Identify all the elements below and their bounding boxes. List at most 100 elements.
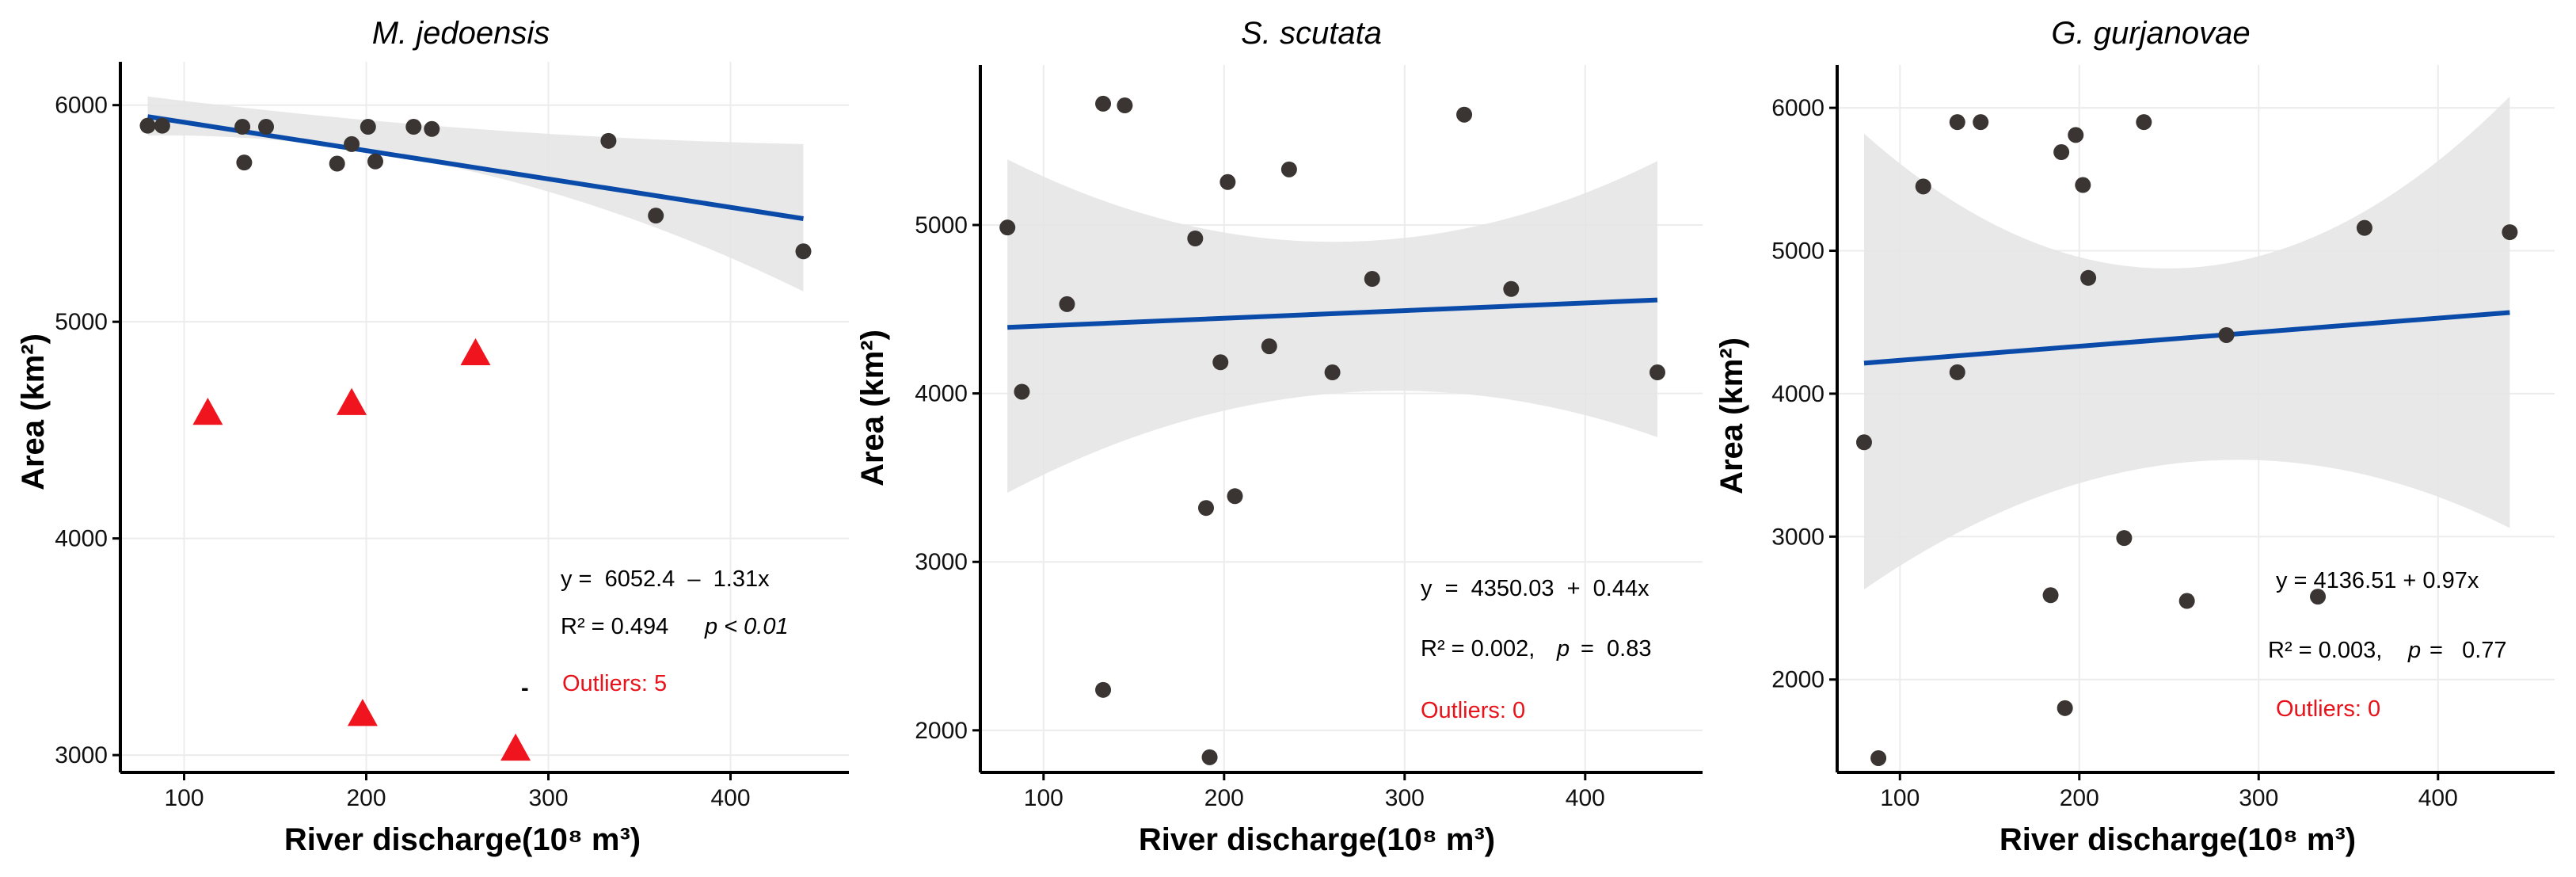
x-axis-title: River discharge(10⁸ m³) <box>284 822 641 857</box>
x-tick-label: 100 <box>1024 785 1064 811</box>
x-tick-label: 200 <box>1204 785 1244 811</box>
fit-line <box>1007 297 1658 330</box>
p-value-symbol: p <box>2407 638 2421 663</box>
data-point <box>1117 97 1133 114</box>
data-point <box>2136 114 2152 131</box>
panel-g-gurjanovae: G. gurjanovae 100 200 300 400 2000 3000 4000 5… <box>1714 16 2555 857</box>
data-point <box>2218 326 2235 343</box>
axes <box>1836 65 2555 774</box>
x-tick-label: 300 <box>1385 785 1425 811</box>
x-axis-title: River discharge(10⁸ m³) <box>2000 822 2356 857</box>
data-points <box>139 117 812 260</box>
p-value-label: = 0.77 <box>2430 638 2507 663</box>
y-tick-label: 6000 <box>1771 95 1825 121</box>
x-tick-label: 200 <box>2060 785 2099 811</box>
x-tick-label: 300 <box>528 785 568 811</box>
fit-line <box>147 114 804 221</box>
data-point <box>1870 749 1887 766</box>
y-axis-title: Area (km²) <box>16 334 51 490</box>
y-tick-label: 2000 <box>915 718 968 744</box>
outlier-point <box>337 387 367 415</box>
data-point <box>1855 434 1872 451</box>
data-point <box>344 135 360 152</box>
data-point <box>1973 114 1989 131</box>
data-point <box>2080 269 2097 286</box>
data-point <box>1220 173 1236 190</box>
y-tick-label: 4000 <box>1771 381 1825 407</box>
data-point <box>1649 364 1665 381</box>
x-tick-label: 300 <box>2239 785 2278 811</box>
confidence-band-area <box>147 96 804 292</box>
x-tick-label: 400 <box>710 785 750 811</box>
data-point <box>329 155 345 172</box>
data-point <box>2057 700 2073 716</box>
data-points <box>999 95 1665 765</box>
outlier-point <box>500 733 531 761</box>
data-point <box>2310 589 2327 605</box>
data-point <box>2075 177 2091 193</box>
y-tick-label: 6000 <box>55 93 108 119</box>
data-point <box>1059 296 1075 312</box>
data-point <box>2053 144 2070 161</box>
panel-title: S. scutata <box>1241 16 1382 51</box>
fit-line <box>1863 310 2510 366</box>
y-tick-labels: 3000 4000 5000 6000 <box>55 93 120 768</box>
x-tick-labels: 100 200 300 400 <box>1880 772 2458 811</box>
data-point <box>1095 95 1112 112</box>
confidence-band-area <box>1007 159 1657 494</box>
outliers-count-label: Outliers: 0 <box>1421 698 1525 723</box>
data-point <box>1187 230 1204 246</box>
data-point <box>236 154 253 171</box>
regression-line <box>147 114 804 221</box>
data-point <box>367 153 383 170</box>
data-point <box>1503 280 1520 297</box>
p-value-symbol: p <box>1556 636 1570 662</box>
data-point <box>648 208 664 224</box>
data-point <box>1949 114 1965 131</box>
p-value-label: = 0.83 <box>1581 636 1652 662</box>
confidence-band <box>1007 159 1657 494</box>
data-point <box>1198 500 1214 517</box>
regression-equation: y = 6052.4 – 1.31x <box>561 566 770 592</box>
y-tick-label: 3000 <box>55 742 108 768</box>
data-point <box>1915 178 1931 195</box>
data-point <box>1227 488 1243 505</box>
confidence-band <box>147 96 804 292</box>
x-axis-title: River discharge(10⁸ m³) <box>1139 822 1495 857</box>
y-axis-title: Area (km²) <box>855 330 890 486</box>
data-point <box>1095 681 1112 698</box>
data-point <box>1201 749 1218 765</box>
y-tick-labels: 2000 3000 4000 5000 6000 <box>1771 95 1837 693</box>
x-tick-labels: 100 200 300 400 <box>1024 772 1605 811</box>
data-point <box>1949 364 1965 380</box>
data-point <box>234 119 251 135</box>
y-tick-label: 5000 <box>55 309 108 335</box>
outlier-points <box>192 337 531 761</box>
x-tick-label: 400 <box>2418 785 2458 811</box>
data-point <box>2068 127 2084 143</box>
r-squared-label: R² = 0.003, <box>2268 638 2382 663</box>
r-squared-label: R² = 0.494 <box>561 614 668 639</box>
data-point <box>258 119 274 135</box>
regression-line <box>1863 310 2510 366</box>
data-point <box>999 219 1016 236</box>
y-tick-label: 2000 <box>1771 667 1825 693</box>
data-point <box>154 117 170 134</box>
data-point <box>1261 338 1277 355</box>
regression-line <box>1007 297 1658 330</box>
confidence-band-area <box>1863 96 2510 590</box>
stray-mark: - <box>521 676 529 701</box>
y-tick-label: 4000 <box>55 526 108 552</box>
y-tick-label: 5000 <box>1771 238 1825 265</box>
data-point <box>405 119 422 135</box>
outliers-count-label: Outliers: 5 <box>562 671 667 696</box>
data-point <box>2178 593 2195 609</box>
confidence-band <box>1863 96 2510 590</box>
data-point <box>795 243 812 260</box>
y-tick-label: 3000 <box>1771 524 1825 550</box>
x-tick-label: 400 <box>1566 785 1605 811</box>
data-points <box>1855 114 2518 766</box>
panel-s-scutata: S. scutata 100 200 300 400 2000 3000 4000 5000… <box>855 16 1703 857</box>
